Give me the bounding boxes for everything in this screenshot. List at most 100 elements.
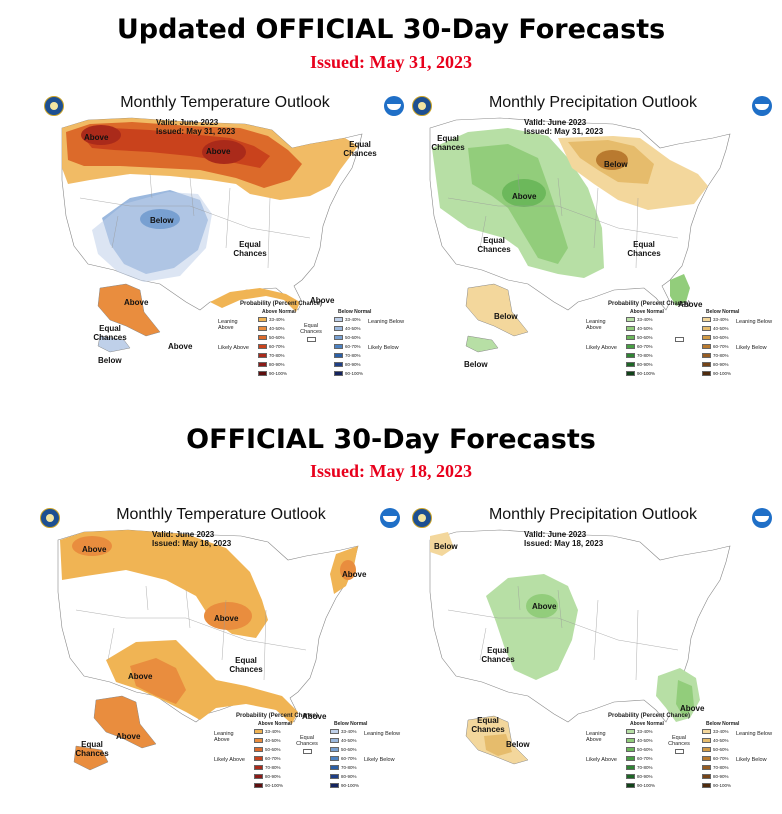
map-validity: Valid: June 2023 Issued: May 18, 2023 (152, 530, 232, 548)
legend-bin-label: 50-60% (637, 335, 653, 340)
region-label: Above (680, 704, 705, 713)
legend-likely-below: Likely Below (736, 757, 767, 763)
legend-bin-label: 60-70% (637, 756, 653, 761)
legend-bin-label: 40-50% (341, 738, 357, 743)
legend-swatch-above (626, 317, 635, 322)
legend-swatch-above (626, 362, 635, 367)
legend-bin-label: 70-80% (637, 765, 653, 770)
map-validity: Valid: June 2023 Issued: May 31, 2023 (156, 118, 236, 136)
region-label: Equal Chances (229, 656, 263, 674)
legend-likely-above: Likely Above (586, 757, 617, 763)
legend-bin-label: 90-100% (637, 783, 656, 788)
legend-header-above: Above Normal (630, 309, 664, 315)
map-title: Monthly Temperature Outlook (116, 506, 326, 523)
legend-swatch-above (626, 729, 635, 734)
legend-header-above: Above Normal (630, 721, 664, 727)
legend-swatch-above (254, 765, 263, 770)
legend-title: Probability (Percent Chance) (236, 713, 319, 719)
legend-likely-above: Likely Above (214, 757, 245, 763)
region-label: Equal Chances (627, 240, 661, 258)
legend-swatch-above (626, 756, 635, 761)
legend-leaning-above: Leaning Above (218, 319, 238, 331)
map-title: Monthly Precipitation Outlook (488, 506, 698, 523)
legend-swatch-above (626, 371, 635, 376)
legend-swatch-below (702, 362, 711, 367)
legend-swatch-below (330, 774, 339, 779)
region-label: Below (494, 312, 518, 321)
legend-bin-label: 33-40% (637, 729, 653, 734)
legend-swatch-above (258, 326, 267, 331)
legend-likely-below: Likely Below (368, 345, 399, 351)
legend-bin-label: 80-90% (713, 774, 729, 779)
legend-leaning-below: Leaning Below (736, 731, 773, 737)
probability-legend: Probability (Percent Chance) Above Normal… (586, 713, 774, 795)
legend-swatch-above (258, 353, 267, 358)
legend-swatch-below (702, 765, 711, 770)
legend-title: Probability (Percent Chance) (608, 713, 691, 719)
legend-bin-label: 90-100% (713, 783, 732, 788)
legend-bin-label: 90-100% (713, 371, 732, 376)
noaa-seal-icon (40, 508, 60, 528)
legend-likely-below: Likely Below (736, 345, 767, 351)
map-validity: Valid: June 2023 Issued: May 18, 2023 (524, 530, 604, 548)
legend-bin-label: 70-80% (341, 765, 357, 770)
legend-header-above: Above Normal (258, 721, 292, 727)
legend-swatch-below (702, 317, 711, 322)
legend-bin-label: 90-100% (637, 371, 656, 376)
legend-swatch-above (626, 765, 635, 770)
section-heading-updated: Updated OFFICIAL 30-Day Forecasts (116, 14, 666, 45)
legend-swatch-below (702, 371, 711, 376)
legend-swatch-below (702, 353, 711, 358)
probability-legend: Probability (Percent Chance) Above Normal… (218, 301, 406, 383)
legend-swatch-above (626, 335, 635, 340)
legend-leaning-below: Leaning Below (736, 319, 773, 325)
section-issued-date: Issued: May 31, 2023 (309, 52, 472, 72)
map-title: Monthly Precipitation Outlook (488, 94, 698, 111)
legend-bin-label: 40-50% (713, 738, 729, 743)
legend-swatch-below (334, 335, 343, 340)
noaa-logo-icon (752, 96, 772, 116)
legend-swatch-equal (675, 749, 684, 754)
legend-bin-label: 50-60% (713, 335, 729, 340)
noaa-seal-icon (44, 96, 64, 116)
region-label: Above (128, 672, 153, 681)
legend-swatch-above (626, 783, 635, 788)
legend-swatch-above (254, 774, 263, 779)
region-label: Above (206, 147, 231, 156)
legend-bin-label: 70-80% (713, 353, 729, 358)
legend-bin-label: 90-100% (341, 783, 360, 788)
legend-swatch-above (258, 335, 267, 340)
legend-swatch-below (330, 783, 339, 788)
legend-bin-label: 70-80% (265, 765, 281, 770)
region-label: Above (512, 192, 537, 201)
legend-swatch-above (626, 344, 635, 349)
legend-bin-label: 33-40% (269, 317, 285, 322)
legend-bin-label: 40-50% (637, 738, 653, 743)
legend-bin-label: 40-50% (265, 738, 281, 743)
legend-swatch-below (330, 756, 339, 761)
legend-bin-label: 80-90% (345, 362, 361, 367)
region-label: Below (150, 216, 174, 225)
legend-likely-below: Likely Below (364, 757, 395, 763)
legend-swatch-equal (303, 749, 312, 754)
region-label: Above (302, 712, 327, 721)
legend-swatch-below (702, 738, 711, 743)
precipitation-outlook-map-may18: Monthly Precipitation Outlook Valid: Jun… (408, 500, 778, 800)
probability-legend: Probability (Percent Chance) Above Normal… (586, 301, 774, 383)
legend-swatch-below (334, 353, 343, 358)
legend-likely-above: Likely Above (586, 345, 617, 351)
legend-leaning-above: Leaning Above (214, 731, 234, 743)
legend-bin-label: 80-90% (341, 774, 357, 779)
legend-bin-label: 70-80% (637, 353, 653, 358)
legend-bin-label: 60-70% (265, 756, 281, 761)
legend-bin-label: 60-70% (345, 344, 361, 349)
region-label: Equal Chances (481, 646, 515, 664)
legend-bin-label: 40-50% (345, 326, 361, 331)
region-label: Equal Chances (93, 324, 127, 342)
region-label: Equal Chances (75, 740, 109, 758)
legend-swatch-above (258, 317, 267, 322)
legend-bin-label: 60-70% (341, 756, 357, 761)
legend-swatch-above (626, 326, 635, 331)
region-label: Equal Chances (343, 140, 377, 158)
legend-swatch-below (334, 362, 343, 367)
